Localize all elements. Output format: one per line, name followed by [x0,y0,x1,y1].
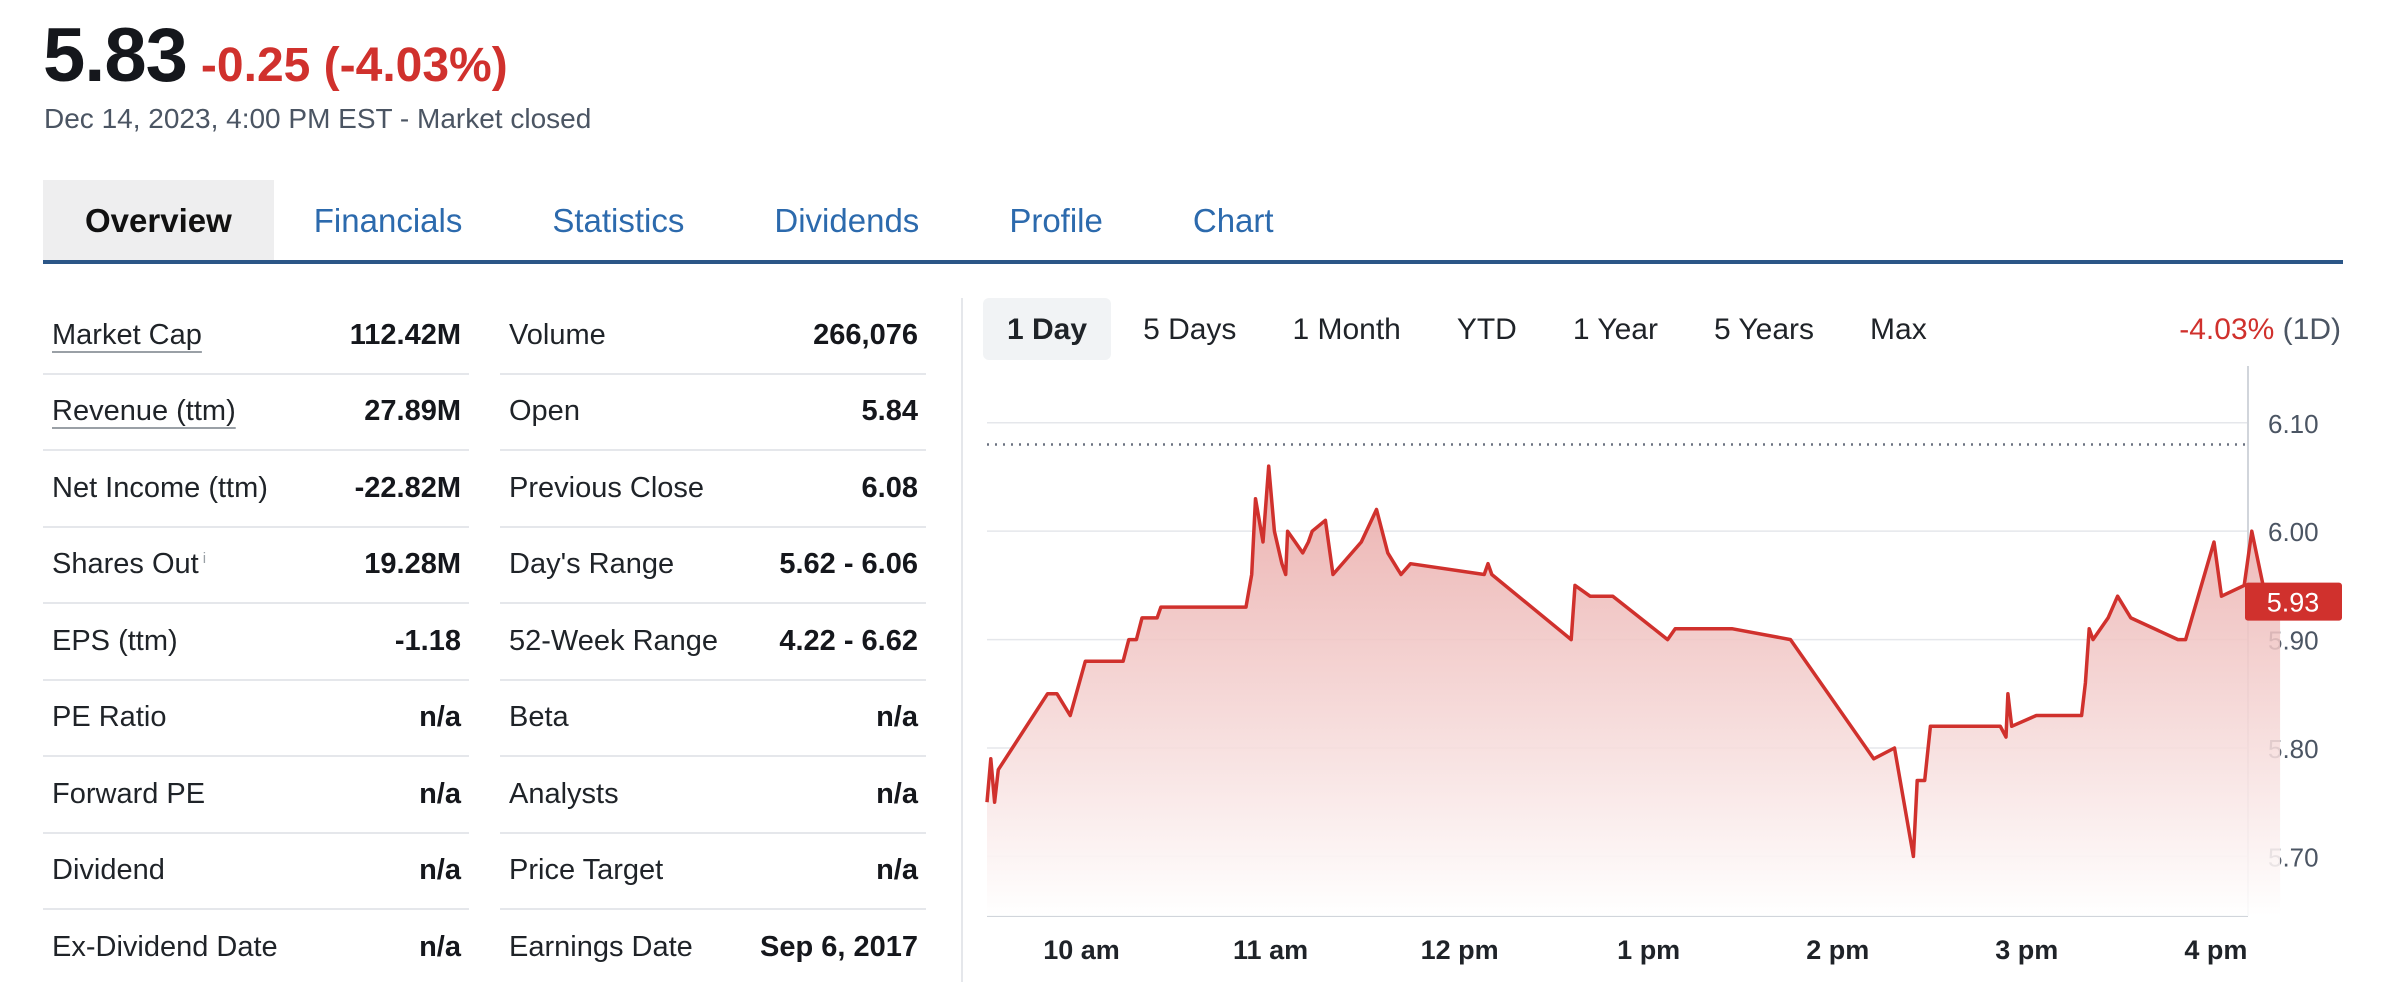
stat-value: n/a [876,854,918,887]
stat-label: Ex-Dividend Date [52,930,278,963]
stat-value: 112.42M [349,318,461,351]
price-change: -0.25 (-4.03%) [200,39,508,92]
stat-row-analysts: Analysts n/a [500,757,926,834]
x-tick-label: 1 pm [1617,935,1680,965]
stat-value: 5.62 - 6.06 [779,548,918,581]
stat-value: n/a [876,777,918,810]
stat-label: Volume [509,318,606,351]
range-selector: 1 Day 5 Days 1 Month YTD 1 Year 5 Years … [983,298,1959,360]
stat-label: Forward PE [52,777,206,810]
tab-profile[interactable]: Profile [1009,202,1103,239]
market-status: Dec 14, 2023, 4:00 PM EST - Market close… [44,103,592,134]
stat-row-pe-ratio: PE Ratio n/a [43,681,469,757]
stat-row-price-target: Price Target n/a [500,834,926,910]
stat-value: 19.28M [364,548,461,581]
quote-header: 5.83 -0.25 (-4.03%) [43,12,508,99]
range-max[interactable]: Max [1870,313,1927,346]
current-price: 5.83 [43,13,188,98]
stat-row-previous-close: Previous Close 6.08 [500,451,926,528]
stat-value: 6.08 [861,471,918,504]
stat-value: 5.84 [861,395,918,428]
range-change-percent: -4.03% [2179,313,2275,346]
stat-label: Dividend [52,854,165,887]
tab-bar: Overview Financials Statistics Dividends… [43,180,2343,264]
stat-value: -1.18 [394,624,461,657]
stat-label: Open [509,395,580,428]
range-1-year[interactable]: 1 Year [1572,313,1658,346]
current-price-badge-label: 5.93 [2267,588,2320,618]
stat-value: n/a [419,701,461,734]
stat-value: 4.22 - 6.62 [779,624,918,657]
stat-label: PE Ratio [52,701,167,734]
stat-value: -22.82M [354,471,461,504]
price-area [987,466,2281,916]
stat-row-revenue: Revenue (ttm) 27.89M [43,375,469,451]
x-tick-label: 12 pm [1421,935,1499,965]
x-tick-label: 4 pm [2184,935,2247,965]
stat-label[interactable]: Revenue (ttm) [52,395,236,428]
x-tick-label: 11 am [1233,935,1308,965]
y-tick-label: 6.10 [2268,409,2319,439]
price-line [985,464,2282,859]
stat-value: n/a [419,854,461,887]
stat-label: Day's Range [509,548,675,581]
stat-row-days-range: Day's Range 5.62 - 6.06 [500,528,926,604]
stat-value: Sep 6, 2017 [760,930,918,963]
current-price-badge [2245,582,2342,621]
tab-statistics[interactable]: Statistics [552,202,685,239]
range-1-month[interactable]: 1 Month [1292,313,1401,346]
stat-label: Shares Out [52,548,199,581]
stat-label: Beta [509,701,569,734]
stat-label: Analysts [509,777,619,810]
range-change: -4.03% (1D) [2179,298,2341,360]
stat-row-earnings-date: Earnings Date Sep 6, 2017 [500,910,926,982]
stat-value: n/a [419,777,461,810]
stat-label: EPS (ttm) [52,624,178,657]
stat-value: n/a [876,701,918,734]
range-5-years[interactable]: 5 Years [1713,313,1815,346]
tab-dividends[interactable]: Dividends [774,202,920,239]
range-change-period: (1D) [2282,313,2341,346]
stat-label[interactable]: Market Cap [52,318,202,351]
stat-row-ex-dividend-date: Ex-Dividend Date n/a [43,910,469,982]
stat-label: 52-Week Range [509,624,719,657]
stat-label: Earnings Date [509,930,693,963]
stat-row-forward-pe: Forward PE n/a [43,757,469,834]
stat-row-eps: EPS (ttm) -1.18 [43,604,469,681]
tab-overview[interactable]: Overview [43,180,274,260]
tab-chart[interactable]: Chart [1192,202,1274,239]
stat-row-open: Open 5.84 [500,375,926,451]
stat-value: 266,076 [813,318,918,351]
stat-value: n/a [419,930,461,963]
stat-row-volume: Volume 266,076 [500,298,926,375]
stat-row-shares-out: Shares Out i 19.28M [43,528,469,604]
range-ytd[interactable]: YTD [1456,313,1517,346]
stat-row-net-income: Net Income (ttm) -22.82M [43,451,469,528]
stats-table-right: Volume 266,076 Open 5.84 Previous Close … [500,298,926,982]
stat-label: Previous Close [509,471,705,504]
stat-row-52-week-range: 52-Week Range 4.22 - 6.62 [500,604,926,681]
info-icon[interactable]: i [202,549,207,567]
stat-label-wrap: Shares Out i [52,548,206,581]
price-chart-panel: 6.10 6.00 5.90 5.80 5.70 10 am 11 am 12 pm 1 pm 2… [961,298,2343,982]
x-tick-label: 10 am [1043,935,1120,965]
range-5-days[interactable]: 5 Days [1143,313,1237,346]
stat-row-market-cap: Market Cap 112.42M [43,298,469,375]
range-1-day[interactable]: 1 Day [983,298,1112,360]
tab-financials[interactable]: Financials [313,202,463,239]
x-tick-label: 3 pm [1995,935,2058,965]
y-tick-label: 6.00 [2268,517,2319,547]
stat-row-dividend: Dividend n/a [43,834,469,910]
stat-value: 27.89M [364,395,461,428]
x-tick-label: 2 pm [1806,935,1869,965]
stat-label: Net Income (ttm) [52,471,268,504]
stat-row-beta: Beta n/a [500,681,926,757]
stat-label: Price Target [509,854,664,887]
stats-table-left: Market Cap 112.42M Revenue (ttm) 27.89M … [43,298,469,982]
